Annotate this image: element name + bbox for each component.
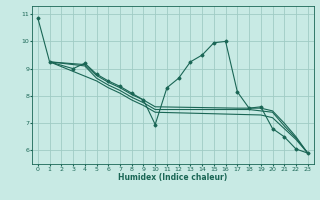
X-axis label: Humidex (Indice chaleur): Humidex (Indice chaleur): [118, 173, 228, 182]
